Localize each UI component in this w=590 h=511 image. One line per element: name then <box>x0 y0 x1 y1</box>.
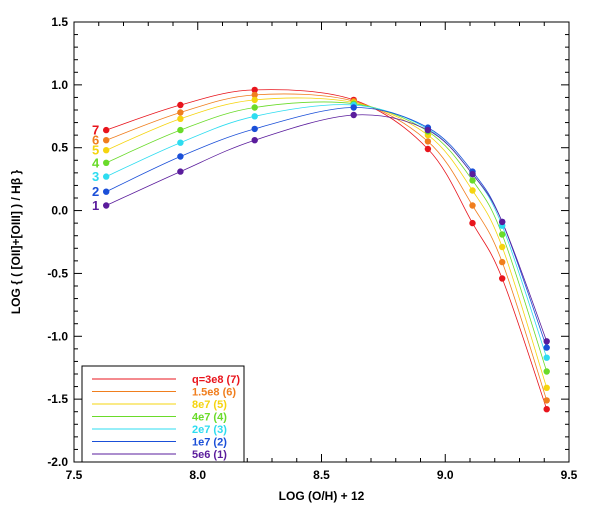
legend-entry: 8e7 (5) <box>192 399 227 411</box>
y-tick-label: 1.0 <box>51 78 68 92</box>
data-point <box>543 406 550 413</box>
data-point <box>469 170 476 178</box>
data-point <box>177 139 184 146</box>
data-point <box>103 159 110 166</box>
data-points <box>103 86 550 413</box>
x-tick-label: 9.5 <box>561 468 578 482</box>
data-point <box>499 218 506 226</box>
data-point <box>543 384 550 391</box>
data-point <box>103 202 110 209</box>
y-tick-label: 1.5 <box>51 15 68 29</box>
data-point <box>424 145 432 153</box>
data-point <box>177 153 184 160</box>
series-number-2: 2 <box>92 184 99 199</box>
series-number-7: 7 <box>92 123 99 138</box>
data-point <box>251 104 258 111</box>
data-point <box>499 243 506 251</box>
data-point <box>350 104 357 111</box>
data-point <box>469 219 476 227</box>
legend-entry: 1.5e8 (6) <box>192 387 236 399</box>
data-point <box>177 168 184 175</box>
y-tick-label: -0.5 <box>47 266 68 280</box>
series-number-6: 6 <box>92 133 99 148</box>
data-point <box>103 126 110 134</box>
legend-entry: 2e7 (3) <box>192 424 227 436</box>
legend: q=3e8 (7)1.5e8 (6)8e7 (5)4e7 (4)2e7 (3)1… <box>81 365 245 463</box>
data-point <box>177 115 184 123</box>
series-number-1: 1 <box>92 198 99 213</box>
data-point <box>543 397 550 404</box>
data-point <box>469 177 476 184</box>
y-tick-label: -1.5 <box>47 392 68 406</box>
y-tick-label: 0.5 <box>51 141 68 155</box>
data-point <box>177 101 184 109</box>
y-tick-label: 0.0 <box>51 204 68 218</box>
data-point <box>251 86 258 94</box>
legend-entry: 5e6 (1) <box>192 449 227 461</box>
data-point <box>103 188 110 195</box>
y-tick-label: -2.0 <box>47 455 68 469</box>
data-point <box>350 111 357 119</box>
data-point <box>469 202 476 209</box>
data-point <box>103 173 110 180</box>
series-number-4: 4 <box>92 155 100 170</box>
data-point <box>499 258 506 266</box>
data-point <box>424 126 432 134</box>
y-tick-label: -1.0 <box>47 329 68 343</box>
x-axis-label: LOG (O/H) + 12 <box>279 489 365 503</box>
data-point <box>251 137 258 144</box>
data-point <box>543 368 550 375</box>
data-point <box>177 109 184 116</box>
data-point <box>251 113 258 120</box>
data-point <box>543 344 550 351</box>
data-point <box>499 275 506 282</box>
data-point <box>251 96 258 104</box>
x-tick-label: 9.0 <box>437 468 454 482</box>
data-point <box>424 138 432 145</box>
axis-ticks: 7.5 8.0 8.5 9.0 9.5 -2.0 -1.5 -1.0 -0.5 0.0 0.5 1.0… <box>47 15 577 482</box>
x-tick-label: 8.0 <box>189 468 206 482</box>
data-point <box>469 187 476 194</box>
series-number-3: 3 <box>92 169 99 184</box>
y-axis-label: LOG { ( [OII]+[OIII] ) / Hβ } <box>9 170 23 315</box>
legend-entry: 1e7 (2) <box>192 437 227 449</box>
data-point <box>251 91 258 99</box>
data-point <box>251 125 258 133</box>
legend-box <box>81 365 245 463</box>
data-point <box>543 338 550 345</box>
data-point <box>499 231 506 238</box>
series-number-5: 5 <box>92 143 99 158</box>
data-point <box>543 354 550 361</box>
legend-entry: 4e7 (4) <box>192 412 227 424</box>
data-point <box>177 126 184 134</box>
x-tick-label: 7.5 <box>66 468 83 482</box>
x-tick-label: 8.5 <box>313 468 330 482</box>
data-point <box>103 147 110 154</box>
data-point <box>103 137 110 144</box>
legend-entry: q=3e8 (7) <box>192 374 240 386</box>
